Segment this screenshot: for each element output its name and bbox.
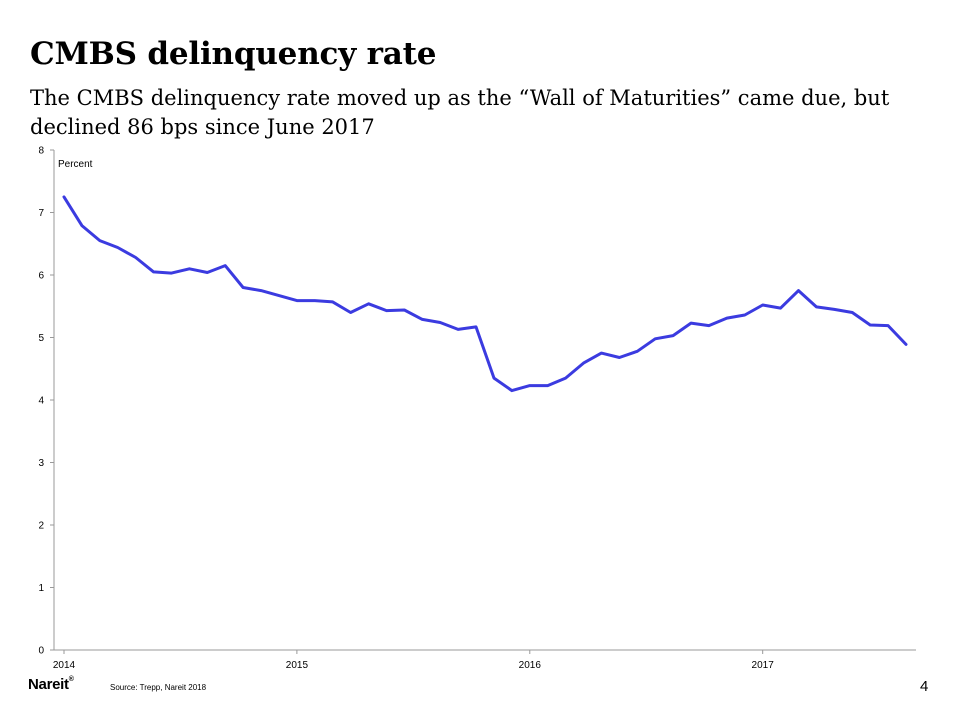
y-tick-label: 3 <box>38 458 44 469</box>
logo-text: Nareit <box>28 676 69 693</box>
y-axis-label: Percent <box>58 159 93 170</box>
x-tick-label: 2015 <box>286 660 309 671</box>
x-tick-label: 2014 <box>53 660 76 671</box>
logo-registered-mark: ® <box>68 676 74 683</box>
y-tick-label: 4 <box>38 396 44 407</box>
page-subtitle: The CMBS delinquency rate moved up as th… <box>30 86 890 139</box>
y-tick-label: 2 <box>38 521 44 532</box>
nareit-logo: Nareit® <box>28 676 74 693</box>
source-note: Source: Trepp, Nareit 2018 <box>110 683 207 692</box>
y-tick-label: 1 <box>38 583 44 594</box>
y-tick-label: 8 <box>38 146 44 157</box>
page-title: CMBS delinquency rate <box>30 36 437 72</box>
y-ticks: 0 1 2 3 4 5 6 7 8 <box>38 146 54 657</box>
x-ticks: 2014 2015 2016 2017 <box>53 650 774 671</box>
y-tick-label: 7 <box>38 208 44 219</box>
y-tick-label: 5 <box>38 333 44 344</box>
y-tick-label: 0 <box>38 646 44 657</box>
page-number: 4 <box>920 678 929 695</box>
x-tick-label: 2017 <box>752 660 775 671</box>
series-line <box>62 195 908 393</box>
x-tick-label: 2016 <box>519 660 542 671</box>
y-tick-label: 6 <box>38 271 44 282</box>
